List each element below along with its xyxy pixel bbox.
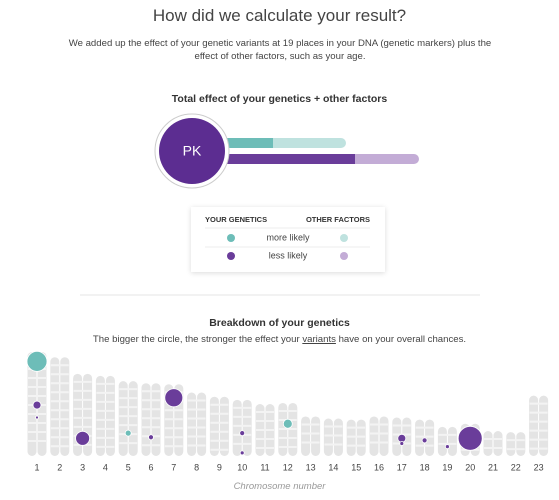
variant (32, 400, 42, 410)
variant (124, 429, 132, 437)
chromosome (197, 392, 207, 456)
chromosome-label: 2 (57, 462, 62, 472)
chromosome (356, 419, 366, 456)
chromosome (402, 417, 412, 456)
chromosome-label: 9 (217, 462, 222, 472)
chromosome (333, 418, 343, 456)
chromosome (506, 432, 516, 456)
chromosome-label: 4 (103, 462, 108, 472)
variant (239, 430, 246, 437)
chromosome-label: 17 (397, 462, 407, 472)
chromosome (529, 395, 539, 456)
other-bar (268, 138, 346, 148)
chromosome-label: 13 (306, 462, 316, 472)
legend-swatch (340, 234, 348, 242)
variant (457, 425, 483, 451)
chromosome (346, 419, 356, 456)
chromosome (539, 395, 549, 456)
chromosome (105, 375, 115, 456)
chromosome (415, 419, 425, 456)
chromosome-label: 8 (194, 462, 199, 472)
breakdown-subtitle: The bigger the circle, the stronger the … (0, 334, 559, 345)
chromosome (392, 417, 402, 456)
variant (239, 450, 245, 456)
chromosome-label: 1 (34, 462, 39, 472)
chromosome (232, 399, 242, 456)
chromosome (323, 418, 333, 456)
legend-swatch (227, 234, 235, 242)
chromosome (301, 416, 311, 456)
chromosome (118, 381, 128, 456)
variants-link[interactable]: variants (302, 334, 336, 345)
chromosome (369, 416, 379, 456)
description: We added up the effect of your genetic v… (68, 38, 492, 62)
breakdown-title: Breakdown of your genetics (209, 317, 350, 329)
chromosome-label: 16 (374, 462, 384, 472)
chromosome-label: 14 (328, 462, 338, 472)
legend-box (191, 207, 385, 272)
chromosome (483, 431, 493, 456)
variant (444, 444, 450, 450)
chromosome (50, 357, 60, 456)
chromosome (242, 399, 252, 456)
chromosome (60, 357, 70, 456)
page-title: How did we calculate your result? (152, 6, 407, 25)
variant (75, 430, 90, 446)
chromosome-label: 5 (126, 462, 131, 472)
legend-label: more likely (266, 232, 310, 242)
chromosome (379, 416, 389, 456)
variant (421, 437, 428, 444)
chromosome-label: 6 (148, 462, 153, 472)
chromosome (493, 431, 503, 456)
avatar-initials: PK (183, 143, 202, 159)
subtitle-text: The bigger the circle, the stronger the … (92, 334, 300, 345)
legend-header: YOUR GENETICS (205, 215, 267, 224)
chromosome-label: 19 (442, 462, 452, 472)
variant (35, 415, 39, 420)
subtitle-text: have on your overall chances. (338, 334, 467, 345)
chromosome (311, 416, 321, 456)
legend-header: OTHER FACTORS (306, 215, 370, 224)
chromosome-label: 18 (420, 462, 430, 472)
avatar (159, 118, 225, 184)
chromosome-label: 22 (511, 462, 521, 472)
chromosome (187, 392, 197, 456)
chromosome-label: 11 (260, 462, 269, 472)
x-axis-label: Chromosome number (233, 481, 326, 492)
chromosome (128, 381, 138, 456)
chromosome-label: 7 (171, 462, 176, 472)
genetics-bar (215, 154, 355, 164)
other-bar (350, 154, 419, 164)
genetics-bar (215, 138, 273, 148)
chromosome-label: 12 (283, 462, 293, 472)
chromosome-label: 15 (351, 462, 361, 472)
chromosome-label: 3 (80, 462, 85, 472)
chromosome (95, 375, 105, 456)
chromosome-label: 21 (488, 462, 498, 472)
variant (164, 388, 184, 408)
summary-title: Total effect of your genetics + other fa… (171, 93, 388, 105)
chromosome-label: 20 (465, 462, 475, 472)
chromosome-label: 23 (534, 462, 544, 472)
legend-swatch (227, 252, 235, 260)
chromosome-label: 10 (237, 462, 247, 472)
legend-swatch (340, 252, 348, 260)
chromosome (425, 419, 435, 456)
legend-label: less likely (269, 250, 308, 260)
variant (26, 350, 48, 372)
chromosome (447, 426, 457, 456)
variant (399, 441, 405, 446)
variant (148, 434, 154, 441)
chromosome (516, 432, 526, 456)
variant (282, 418, 293, 429)
chromosome (437, 426, 447, 456)
